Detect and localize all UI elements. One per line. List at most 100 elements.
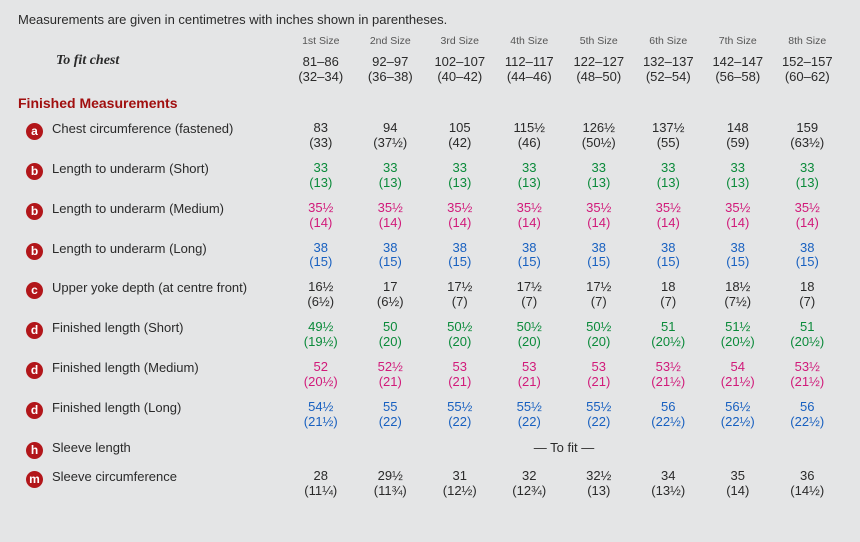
cm-value: 35½ <box>703 201 773 216</box>
in-value: (14) <box>634 216 704 231</box>
table-body: To fit chest 81–86(32–34) 92–97(36–38) 1… <box>18 51 842 505</box>
in-value: (14) <box>425 216 495 231</box>
in-value: (14) <box>286 216 356 231</box>
cm-value: 18½ <box>703 280 773 295</box>
cm-value: 92–97 <box>356 55 426 70</box>
cm-value: 152–157 <box>773 55 843 70</box>
in-value: (15) <box>564 255 634 270</box>
measurement-cell: 38(15) <box>634 237 704 277</box>
row-label: Length to underarm (Short) <box>52 161 209 176</box>
row-label: Length to underarm (Long) <box>52 241 207 256</box>
cm-value: 33 <box>286 161 356 176</box>
in-value: (40–42) <box>425 70 495 85</box>
measurement-cell: 35½(14) <box>425 197 495 237</box>
in-value: (13) <box>773 176 843 191</box>
sizing-table-page: Measurements are given in centimetres wi… <box>0 0 860 523</box>
row-label: Finished length (Medium) <box>52 360 199 375</box>
cm-value: 34 <box>634 469 704 484</box>
cm-value: 148 <box>703 121 773 136</box>
cm-value: 115½ <box>495 121 565 136</box>
measurement-row: aChest circumference (fastened)83(33)94(… <box>18 117 842 157</box>
cm-value: 33 <box>703 161 773 176</box>
measurement-cell: 52½(21) <box>356 356 426 396</box>
row-label: Sleeve circumference <box>52 469 177 484</box>
cm-value: 102–107 <box>425 55 495 70</box>
cm-value: 33 <box>773 161 843 176</box>
measurement-cell: 29½(11¾) <box>356 465 426 505</box>
cm-value: 56 <box>773 400 843 415</box>
row-label: Finished length (Short) <box>52 320 184 335</box>
in-value: (13) <box>564 176 634 191</box>
fit-chest-label: To fit chest <box>18 51 286 91</box>
measurement-cell: 137½(55) <box>634 117 704 157</box>
in-value: (15) <box>634 255 704 270</box>
measurement-row: bLength to underarm (Short)33(13)33(13)3… <box>18 157 842 197</box>
cm-value: 137½ <box>634 121 704 136</box>
measurement-cell: 35½(14) <box>703 197 773 237</box>
in-value: (42) <box>425 136 495 151</box>
cm-value: 38 <box>495 241 565 256</box>
cm-value: 29½ <box>356 469 426 484</box>
measurement-cell: 54½(21½) <box>286 396 356 436</box>
measurement-cell: 53(21) <box>564 356 634 396</box>
cm-value: 83 <box>286 121 356 136</box>
in-value: (56–58) <box>703 70 773 85</box>
row-badge: b <box>26 203 43 220</box>
measurement-cell: 49½(19½) <box>286 316 356 356</box>
cm-value: 81–86 <box>286 55 356 70</box>
cm-value: 31 <box>425 469 495 484</box>
in-value: (7) <box>634 295 704 310</box>
measurement-cell: 33(13) <box>495 157 565 197</box>
cm-value: 38 <box>634 241 704 256</box>
measurement-cell: 36(14½) <box>773 465 843 505</box>
cm-value: 33 <box>495 161 565 176</box>
in-value: (13) <box>634 176 704 191</box>
cm-value: 17½ <box>564 280 634 295</box>
in-value: (13) <box>564 484 634 499</box>
in-value: (15) <box>773 255 843 270</box>
measurement-cell: 38(15) <box>495 237 565 277</box>
row-label-cell: bLength to underarm (Medium) <box>18 197 286 237</box>
size-header: 7th Size <box>703 35 773 51</box>
in-value: (14) <box>564 216 634 231</box>
measurement-cell: 126½(50½) <box>564 117 634 157</box>
measurement-cell: 18(7) <box>634 276 704 316</box>
measurement-cell: 55½(22) <box>495 396 565 436</box>
cm-value: 16½ <box>286 280 356 295</box>
in-value: (21½) <box>286 415 356 430</box>
in-value: (11¼) <box>286 484 356 499</box>
cm-value: 53 <box>425 360 495 375</box>
in-value: (33) <box>286 136 356 151</box>
cm-value: 53 <box>495 360 565 375</box>
in-value: (14) <box>495 216 565 231</box>
measurement-cell: 55½(22) <box>564 396 634 436</box>
measurement-cell: 83(33) <box>286 117 356 157</box>
cm-value: 51 <box>634 320 704 335</box>
to-fit-text: — To fit — <box>286 436 842 465</box>
in-value: (6½) <box>286 295 356 310</box>
measurement-cell: 32(12¾) <box>495 465 565 505</box>
in-value: (11¾) <box>356 484 426 499</box>
row-label: Finished length (Long) <box>52 400 181 415</box>
measurement-row: bLength to underarm (Medium)35½(14)35½(1… <box>18 197 842 237</box>
cm-value: 18 <box>773 280 843 295</box>
sleeve-length-row: hSleeve length— To fit — <box>18 436 842 465</box>
cm-value: 36 <box>773 469 843 484</box>
row-badge: b <box>26 163 43 180</box>
measurement-cell: 33(13) <box>634 157 704 197</box>
in-value: (19½) <box>286 335 356 350</box>
measurement-cell: 55½(22) <box>425 396 495 436</box>
size-header: 3rd Size <box>425 35 495 51</box>
in-value: (36–38) <box>356 70 426 85</box>
in-value: (6½) <box>356 295 426 310</box>
row-label: Upper yoke depth (at centre front) <box>52 280 247 295</box>
measurement-cell: 53(21) <box>495 356 565 396</box>
measurement-cell: 50½(20) <box>425 316 495 356</box>
measurement-cell: 17½(7) <box>495 276 565 316</box>
in-value: (21½) <box>773 375 843 390</box>
measurement-cell: 33(13) <box>425 157 495 197</box>
section-title: Finished Measurements <box>18 91 842 117</box>
cm-value: 50½ <box>425 320 495 335</box>
cm-value: 94 <box>356 121 426 136</box>
measurement-cell: 33(13) <box>286 157 356 197</box>
